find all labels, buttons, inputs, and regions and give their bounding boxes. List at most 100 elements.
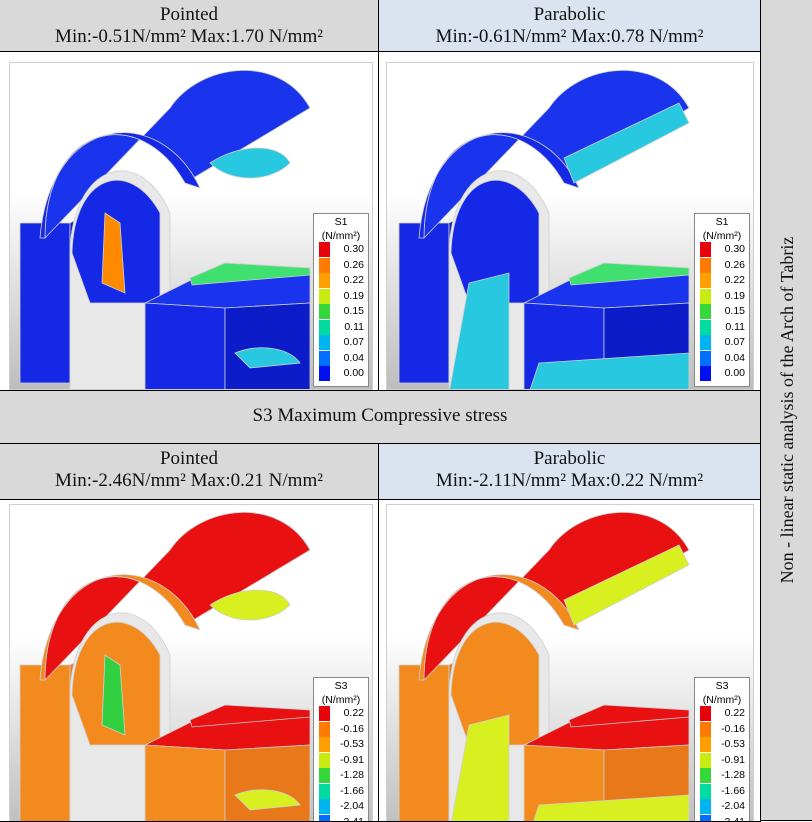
- legend-row: 0.19: [318, 289, 364, 304]
- legend-tick: -1.28: [340, 769, 364, 781]
- legend-tick: -0.91: [340, 754, 364, 766]
- legend-tick: -0.53: [721, 738, 745, 750]
- legend-row: -2.04: [318, 799, 364, 814]
- legend-row: -1.28: [699, 768, 745, 783]
- legend: S3(N/mm²)0.22-0.16-0.53-0.91-1.28-1.66-2…: [313, 677, 369, 822]
- legend-swatch: [700, 722, 711, 737]
- legend-tick: 0.00: [344, 367, 364, 379]
- legend-swatch: [700, 335, 711, 350]
- legend-row: -1.66: [699, 784, 745, 799]
- panel-title: Parabolic: [379, 448, 760, 470]
- panel-range: Min:-2.46N/mm² Max:0.21 N/mm²: [0, 470, 378, 492]
- legend-row: -0.53: [699, 737, 745, 752]
- panel-image-cell: S3(N/mm²)0.22-0.16-0.53-0.91-1.28-1.66-2…: [378, 499, 761, 822]
- legend-row: -0.16: [318, 722, 364, 737]
- legend-row: 0.15: [699, 304, 745, 319]
- side-column: Non - linear static analysis of the Arch…: [760, 0, 812, 821]
- legend-row: -0.91: [318, 753, 364, 768]
- legend-row: -2.41: [318, 815, 364, 822]
- panel-range: Min:-0.51N/mm² Max:1.70 N/mm²: [0, 26, 378, 48]
- legend-swatch: [700, 320, 711, 335]
- legend-swatch: [700, 799, 711, 814]
- legend-swatch: [700, 706, 711, 721]
- legend-row: 0.19: [699, 289, 745, 304]
- legend-swatch: [319, 706, 330, 721]
- panel-title: Parabolic: [379, 4, 760, 26]
- legend-tick: 0.22: [344, 707, 364, 719]
- legend-unit: (N/mm²): [695, 231, 749, 242]
- legend-tick: -1.66: [721, 785, 745, 797]
- legend-swatch: [700, 815, 711, 822]
- legend-swatch: [700, 273, 711, 288]
- legend-swatch: [319, 815, 330, 822]
- legend-tick: -0.16: [721, 723, 745, 735]
- legend-tick: -2.04: [721, 800, 745, 812]
- legend-swatch: [700, 289, 711, 304]
- legend-row: 0.15: [318, 304, 364, 319]
- legend-row: -1.28: [318, 768, 364, 783]
- legend-row: -1.66: [318, 784, 364, 799]
- legend-row: -0.53: [318, 737, 364, 752]
- legend-tick: -0.16: [340, 723, 364, 735]
- legend-swatch: [319, 784, 330, 799]
- legend-row: 0.22: [699, 273, 745, 288]
- legend-row: -2.41: [699, 815, 745, 822]
- legend-title: S1: [695, 217, 749, 228]
- legend-row: 0.11: [318, 320, 364, 335]
- legend-tick: -0.91: [721, 754, 745, 766]
- model-face: [20, 223, 70, 383]
- legend-swatch: [700, 258, 711, 273]
- legend-tick: 0.04: [344, 352, 364, 364]
- model-image: S3(N/mm²)0.22-0.16-0.53-0.91-1.28-1.66-2…: [386, 504, 754, 822]
- legend-swatch: [700, 784, 711, 799]
- legend-swatch: [319, 768, 330, 783]
- model-face: [145, 303, 225, 389]
- legend-swatch: [319, 366, 330, 381]
- model-face: [225, 745, 310, 822]
- legend-swatch: [700, 304, 711, 319]
- legend-tick: 0.15: [344, 305, 364, 317]
- legend-row: 0.07: [318, 335, 364, 350]
- model-face: [20, 665, 70, 822]
- page: Non - linear static analysis of the Arch…: [0, 0, 812, 820]
- model-face: [225, 303, 310, 389]
- legend-tick: 0.26: [344, 259, 364, 271]
- panel-title: Pointed: [0, 4, 378, 26]
- legend-swatch: [700, 351, 711, 366]
- panel-title: Pointed: [0, 448, 378, 470]
- panel-range: Min:-2.11N/mm² Max:0.22 N/mm²: [379, 470, 760, 492]
- legend-tick: -1.28: [721, 769, 745, 781]
- legend-swatch: [319, 753, 330, 768]
- legend-tick: 0.19: [344, 290, 364, 302]
- panel-range: Min:-0.61N/mm² Max:0.78 N/mm²: [379, 26, 760, 48]
- legend-swatch: [700, 366, 711, 381]
- legend-row: -0.91: [699, 753, 745, 768]
- legend-unit: (N/mm²): [314, 695, 368, 706]
- legend-unit: (N/mm²): [695, 695, 749, 706]
- legend-tick: 0.15: [725, 305, 745, 317]
- legend-tick: 0.30: [344, 243, 364, 255]
- model-face: [399, 665, 449, 822]
- legend-swatch: [700, 737, 711, 752]
- legend-swatch: [319, 335, 330, 350]
- model-image: S3(N/mm²)0.22-0.16-0.53-0.91-1.28-1.66-2…: [9, 504, 373, 822]
- legend-row: 0.30: [699, 242, 745, 257]
- legend-row: -2.04: [699, 799, 745, 814]
- legend-swatch: [319, 799, 330, 814]
- legend-swatch: [319, 273, 330, 288]
- section-heading: S3 Maximum Compressive stress: [0, 390, 761, 445]
- legend-tick: -2.04: [340, 800, 364, 812]
- legend-row: 0.00: [318, 366, 364, 381]
- legend-row: 0.26: [318, 258, 364, 273]
- legend-swatch: [319, 304, 330, 319]
- legend-row: 0.04: [318, 351, 364, 366]
- legend-tick: -2.41: [340, 816, 364, 822]
- legend-tick: 0.19: [725, 290, 745, 302]
- legend-swatch: [700, 753, 711, 768]
